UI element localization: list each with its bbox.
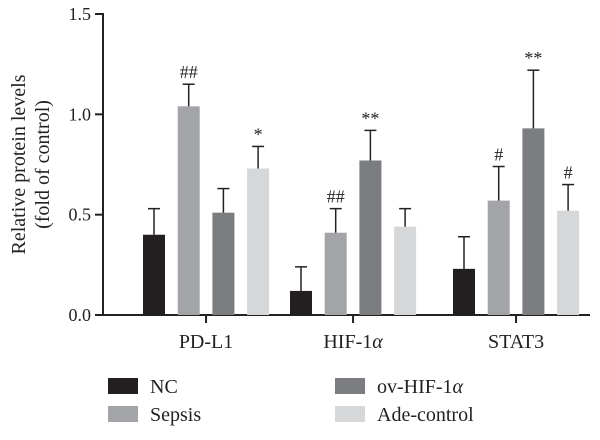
significance-label: ## <box>180 62 198 82</box>
legend: NC Sepsis ov-HIF-1α Ade-control <box>108 376 474 426</box>
legend-swatch <box>335 378 365 394</box>
significance-label: * <box>254 124 263 144</box>
x-tick-label: HIF-1α <box>323 331 383 353</box>
significance-label: # <box>494 145 503 165</box>
legend-label: ov-HIF-1α <box>377 376 464 398</box>
bar-sepsis-1 <box>324 232 347 315</box>
bar-ov-hif-1-2 <box>522 128 545 315</box>
bar-ov-hif-1-0 <box>212 212 235 315</box>
y-tick-label: 1.5 <box>69 4 92 24</box>
bar-sepsis-0 <box>177 106 200 315</box>
significance-label: ** <box>361 108 379 128</box>
legend-label-symbol: α <box>453 376 464 398</box>
y-tick-label: 0.0 <box>69 305 92 325</box>
x-axis: PD-L1 HIF-1α STAT3 <box>102 314 590 353</box>
legend-label: NC <box>150 376 178 398</box>
y-axis-title-line: (fold of control) <box>32 100 54 229</box>
legend-swatch <box>108 406 138 422</box>
legend-label-main: Sepsis <box>150 404 201 426</box>
bar-ade-control-0 <box>247 168 270 315</box>
bar-nc-1 <box>290 290 312 315</box>
y-tick-label: 1.0 <box>69 104 92 124</box>
legend-swatch <box>108 378 138 394</box>
x-tick-label-main: STAT3 <box>488 331 544 353</box>
legend-label-main: NC <box>150 376 178 398</box>
y-axis: 0.0 0.5 1.0 1.5 <box>69 4 104 325</box>
legend-swatch <box>335 406 365 422</box>
x-tick-label-main: HIF-1 <box>323 331 372 353</box>
legend-label: Ade-control <box>377 404 474 426</box>
x-tick-label: STAT3 <box>488 331 544 353</box>
legend-label: Sepsis <box>150 404 201 426</box>
y-tick-label: 0.5 <box>69 205 92 225</box>
bar-nc-0 <box>143 234 165 315</box>
legend-label-main: Ade-control <box>377 404 474 426</box>
significance-label: # <box>564 163 573 183</box>
bar-ade-control-2 <box>557 210 580 315</box>
legend-label-main: ov-HIF-1 <box>377 376 453 398</box>
significance-label: ## <box>327 187 345 207</box>
x-tick-label-symbol: α <box>372 331 383 353</box>
bar-ade-control-1 <box>394 226 417 315</box>
significance-label: ** <box>524 48 542 68</box>
bar-ov-hif-1-1 <box>359 160 382 315</box>
x-tick-label: PD-L1 <box>179 331 233 353</box>
bars: #####*****# <box>143 48 580 315</box>
y-axis-label: Relative protein levels (fold of control) <box>8 74 54 254</box>
bar-sepsis-2 <box>487 200 510 315</box>
x-tick-label-main: PD-L1 <box>179 331 233 353</box>
bar-nc-2 <box>453 268 475 315</box>
y-axis-title-line: Relative protein levels <box>8 74 30 254</box>
